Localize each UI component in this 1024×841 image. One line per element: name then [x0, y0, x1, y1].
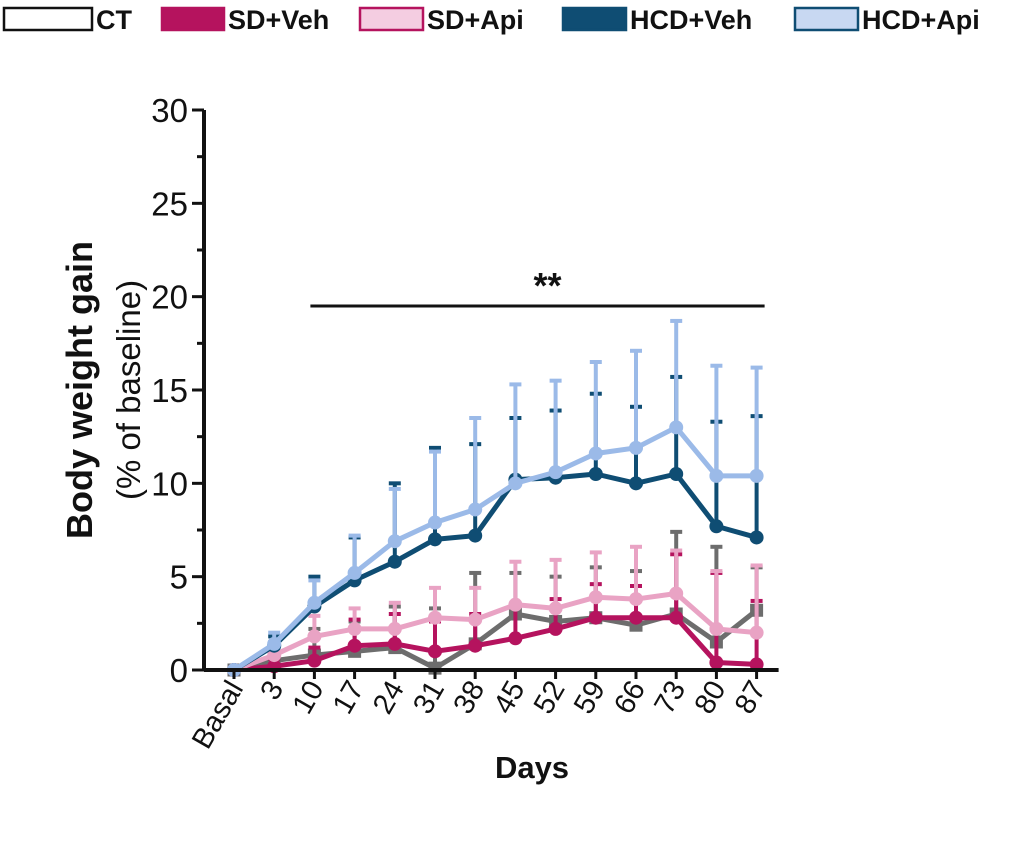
- point-sd-veh-31: [428, 644, 442, 659]
- point-sd-veh-45: [508, 631, 523, 646]
- point-hcd-api-87: [749, 468, 764, 483]
- point-hcd-api-52: [548, 465, 563, 480]
- y-tick-label-20: 20: [151, 279, 188, 316]
- point-sd-veh-80: [709, 655, 724, 670]
- point-sd-veh-73: [669, 610, 684, 625]
- x-tick-label-31: 31: [407, 676, 451, 720]
- y-axis-title: Body weight gain: [59, 241, 100, 539]
- point-sd-api-80: [709, 621, 724, 636]
- point-hcd-veh-66: [629, 476, 643, 491]
- y-tick-label-15: 15: [151, 372, 188, 409]
- series-sd-api: [227, 544, 764, 677]
- x-tick-label-10: 10: [287, 676, 331, 720]
- legend-swatch-sd-api: [358, 6, 425, 32]
- point-hcd-api-3: [267, 636, 282, 651]
- point-sd-api-31: [428, 610, 442, 625]
- x-tick-label-73: 73: [648, 676, 692, 720]
- point-sd-veh-59: [588, 610, 603, 625]
- annotation-layer: **: [310, 265, 765, 308]
- series-layer: [227, 318, 764, 677]
- series-line-hcd-api: [232, 424, 757, 673]
- legend-swatch-hcd-veh: [561, 6, 628, 32]
- point-sd-api-59: [588, 590, 603, 605]
- point-sd-veh-24: [387, 636, 402, 651]
- x-tick-label-52: 52: [528, 676, 572, 720]
- point-sd-api-87: [749, 625, 764, 640]
- x-tick-label-basal: Basal: [186, 676, 250, 755]
- point-sd-veh-87: [749, 657, 764, 672]
- legend-label-sd-api: SD+Api: [427, 5, 524, 35]
- x-tick-label-45: 45: [488, 676, 532, 720]
- y-tick-label-10: 10: [151, 465, 188, 502]
- point-hcd-veh-87: [749, 530, 764, 545]
- x-tick-label-3: 3: [254, 676, 290, 706]
- y-tick-label-30: 30: [151, 92, 188, 129]
- point-sd-api-38: [468, 612, 483, 627]
- y-tick-label-5: 5: [170, 559, 188, 596]
- point-hcd-veh-80: [709, 519, 724, 534]
- legend-swatch-hcd-api: [793, 6, 860, 32]
- point-sd-veh-38: [468, 638, 483, 653]
- point-hcd-veh-31: [428, 532, 442, 547]
- point-hcd-api-10: [307, 595, 322, 610]
- point-hcd-api-24: [387, 534, 402, 549]
- x-tick-label-87: 87: [729, 676, 773, 720]
- x-tick-label-80: 80: [689, 676, 733, 720]
- y-axis-subtitle: (% of baseline): [110, 280, 147, 500]
- point-sd-api-17: [347, 621, 362, 636]
- series-hcd-api: [227, 318, 764, 677]
- point-hcd-api-66: [629, 440, 643, 455]
- x-tick-label-59: 59: [568, 676, 612, 720]
- y-tick-label-25: 25: [151, 185, 188, 222]
- legend-swatch-ct: [2, 6, 94, 32]
- x-axis-title: Days: [495, 750, 569, 785]
- point-sd-veh-10: [307, 653, 322, 668]
- point-hcd-api-73: [669, 420, 684, 435]
- point-sd-api-24: [387, 621, 402, 636]
- point-hcd-api-38: [468, 502, 483, 517]
- x-tick-label-17: 17: [327, 676, 371, 720]
- point-sd-veh-17: [347, 638, 362, 653]
- point-sd-api-73: [669, 586, 684, 601]
- point-hcd-veh-59: [588, 467, 603, 481]
- legend-swatch-sd-veh: [160, 6, 226, 32]
- point-sd-api-10: [307, 629, 322, 644]
- legend-label-hcd-veh: HCD+Veh: [630, 5, 752, 35]
- point-hcd-veh-73: [669, 467, 684, 481]
- legend-label-ct: CT: [96, 5, 132, 35]
- point-hcd-api-17: [347, 565, 362, 580]
- point-hcd-api-31: [428, 515, 442, 530]
- x-tick-label-38: 38: [447, 676, 491, 720]
- significance-label: **: [533, 265, 561, 306]
- legend: CT SD+Veh SD+Api HCD+Veh HCD+Api: [2, 5, 980, 35]
- point-hcd-api-80: [709, 468, 724, 483]
- point-sd-veh-52: [548, 621, 563, 636]
- point-sd-api-52: [548, 601, 563, 616]
- x-tick-label-24: 24: [367, 676, 411, 720]
- legend-label-sd-veh: SD+Veh: [228, 5, 329, 35]
- legend-label-hcd-api: HCD+Api: [862, 5, 980, 35]
- x-tick-label-66: 66: [608, 676, 652, 720]
- point-sd-veh-66: [629, 610, 643, 625]
- point-hcd-veh-24: [387, 554, 402, 569]
- y-tick-label-0: 0: [170, 652, 188, 689]
- point-hcd-api-45: [508, 476, 523, 491]
- point-sd-api-66: [629, 592, 643, 607]
- point-hcd-veh-38: [468, 528, 483, 543]
- point-hcd-api-59: [588, 446, 603, 461]
- point-sd-api-45: [508, 597, 523, 612]
